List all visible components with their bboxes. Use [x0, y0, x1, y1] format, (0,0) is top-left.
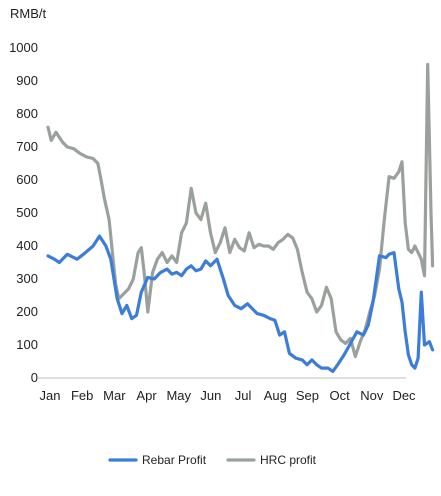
legend-label: HRC profit: [260, 453, 317, 467]
series-lines: [46, 62, 435, 373]
y-axis-unit-label: RMB/t: [10, 6, 47, 21]
x-tick-label: Aug: [264, 388, 287, 403]
series-line-rebar-profit: [46, 234, 435, 373]
x-tick-label: Dec: [392, 388, 416, 403]
y-tick-label: 900: [16, 73, 38, 88]
y-tick-label: 1000: [9, 40, 38, 55]
series-line-hrc-profit: [46, 62, 435, 359]
y-axis-ticks: 0 100 200 300 400 500 600 700 800 900 1000: [9, 40, 38, 385]
x-tick-label: Mar: [103, 388, 126, 403]
legend-label: Rebar Profit: [142, 453, 207, 467]
y-tick-label: 800: [16, 106, 38, 121]
y-tick-label: 600: [16, 172, 38, 187]
x-axis-ticks: Jan Feb Mar Apr May Jun Jul Aug Sep Oct Nov Dec: [40, 388, 417, 403]
x-tick-label: Sep: [296, 388, 319, 403]
x-tick-label: Jun: [200, 388, 221, 403]
y-tick-label: 500: [16, 205, 38, 220]
y-tick-label: 400: [16, 238, 38, 253]
x-tick-label: Jul: [235, 388, 252, 403]
legend: Rebar Profit HRC profit: [108, 453, 317, 467]
y-tick-label: 300: [16, 271, 38, 286]
x-tick-label: May: [166, 388, 191, 403]
y-tick-label: 200: [16, 304, 38, 319]
x-tick-label: Feb: [71, 388, 93, 403]
x-tick-label: Apr: [136, 388, 157, 403]
y-tick-label: 0: [31, 370, 38, 385]
x-tick-label: Jan: [40, 388, 61, 403]
x-tick-label: Oct: [330, 388, 351, 403]
y-tick-label: 100: [16, 337, 38, 352]
y-tick-label: 700: [16, 139, 38, 154]
x-tick-label: Nov: [360, 388, 384, 403]
